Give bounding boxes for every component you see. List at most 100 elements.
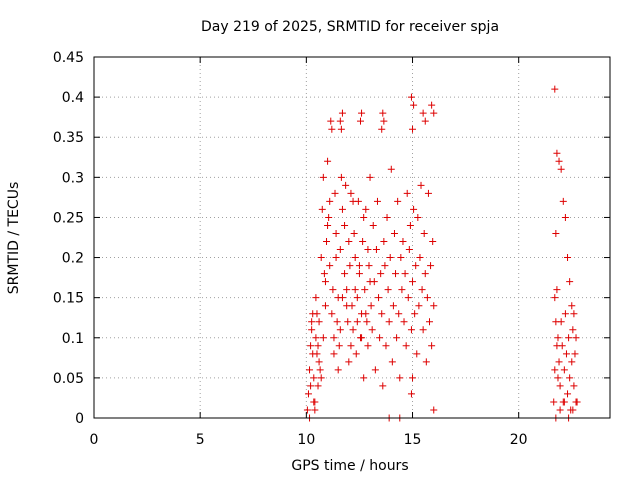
data-point: [564, 254, 572, 262]
data-point: [404, 294, 412, 302]
data-point: [355, 270, 363, 278]
data-point: [334, 366, 342, 374]
data-point: [326, 197, 334, 205]
data-point: [316, 366, 324, 374]
data-point: [560, 366, 568, 374]
data-point: [318, 205, 326, 213]
data-point: [560, 398, 568, 406]
data-point: [379, 382, 387, 390]
data-point: [409, 374, 417, 382]
data-point: [550, 398, 558, 406]
data-point: [428, 342, 436, 350]
data-point: [314, 342, 322, 350]
data-point: [377, 270, 385, 278]
x-tick-label: 20: [510, 432, 528, 448]
data-point: [312, 294, 320, 302]
data-point: [552, 318, 560, 326]
data-point: [371, 366, 379, 374]
data-point: [347, 189, 355, 197]
data-point: [555, 358, 563, 366]
data-point: [393, 334, 401, 342]
data-point: [556, 382, 564, 390]
data-point: [361, 286, 369, 294]
data-point: [303, 406, 311, 414]
data-point: [426, 318, 434, 326]
data-point: [315, 358, 323, 366]
data-point: [405, 246, 413, 254]
data-point: [382, 342, 390, 350]
data-point: [551, 366, 559, 374]
data-point: [326, 262, 334, 270]
data-point: [358, 310, 366, 318]
data-point: [568, 358, 576, 366]
plot-frame: [93, 56, 611, 419]
data-point: [358, 109, 366, 117]
data-point: [354, 197, 362, 205]
data-point: [380, 238, 388, 246]
data-point: [421, 270, 429, 278]
data-point: [378, 125, 386, 133]
y-axis-label: SRMTID / TECUs: [6, 182, 22, 295]
y-tick-label: 0: [75, 411, 84, 427]
data-point: [368, 326, 376, 334]
y-tick-label: 0.45: [53, 50, 84, 66]
data-point: [381, 262, 389, 270]
data-point: [337, 173, 345, 181]
data-point: [348, 302, 356, 310]
data-point: [331, 189, 339, 197]
data-point: [554, 374, 562, 382]
data-point: [319, 334, 327, 342]
data-point: [387, 165, 395, 173]
data-point: [553, 286, 561, 294]
data-point: [573, 398, 581, 406]
data-point: [307, 382, 315, 390]
data-point: [397, 254, 405, 262]
y-tick-label: 0.25: [53, 210, 84, 226]
data-point: [332, 254, 340, 262]
data-point: [569, 326, 577, 334]
y-tick-label: 0.05: [53, 371, 84, 387]
data-point: [344, 318, 352, 326]
chart-title: Day 219 of 2025, SRMTID for receiver spj…: [201, 19, 499, 35]
data-point: [328, 310, 336, 318]
data-point: [313, 350, 321, 358]
data-point: [380, 117, 388, 125]
axis-ticks: 0 0.05 0.1 0.15 0.2 0.25 0.3 0.35 0.4 0.45 0 5 10 15 2…: [53, 50, 610, 448]
data-point: [304, 390, 312, 398]
data-point: [420, 229, 428, 237]
data-point: [328, 125, 336, 133]
data-point: [329, 286, 337, 294]
data-point: [409, 125, 417, 133]
data-point: [430, 302, 438, 310]
data-point: [568, 302, 576, 310]
y-tick-label: 0.1: [62, 331, 84, 347]
data-point: [551, 294, 559, 302]
data-point: [364, 342, 372, 350]
data-point: [308, 326, 316, 334]
data-point: [407, 390, 415, 398]
data-point: [353, 318, 361, 326]
y-tick-label: 0.35: [53, 130, 84, 146]
data-point: [317, 374, 325, 382]
data-point: [342, 181, 350, 189]
data-point: [395, 310, 403, 318]
data-point: [336, 246, 344, 254]
data-point: [320, 270, 328, 278]
data-point: [401, 270, 409, 278]
data-point: [364, 246, 372, 254]
data-point: [388, 358, 396, 366]
data-point: [338, 109, 346, 117]
data-point: [372, 246, 380, 254]
data-point: [324, 157, 332, 165]
data-point: [341, 221, 349, 229]
data-point: [356, 334, 364, 342]
data-point: [343, 286, 351, 294]
data-points: [303, 85, 581, 422]
data-point: [337, 125, 345, 133]
data-point: [400, 318, 408, 326]
data-point: [346, 262, 354, 270]
data-point: [430, 109, 438, 117]
data-point: [398, 286, 406, 294]
data-point: [349, 326, 357, 334]
grid-lines: [94, 57, 610, 418]
